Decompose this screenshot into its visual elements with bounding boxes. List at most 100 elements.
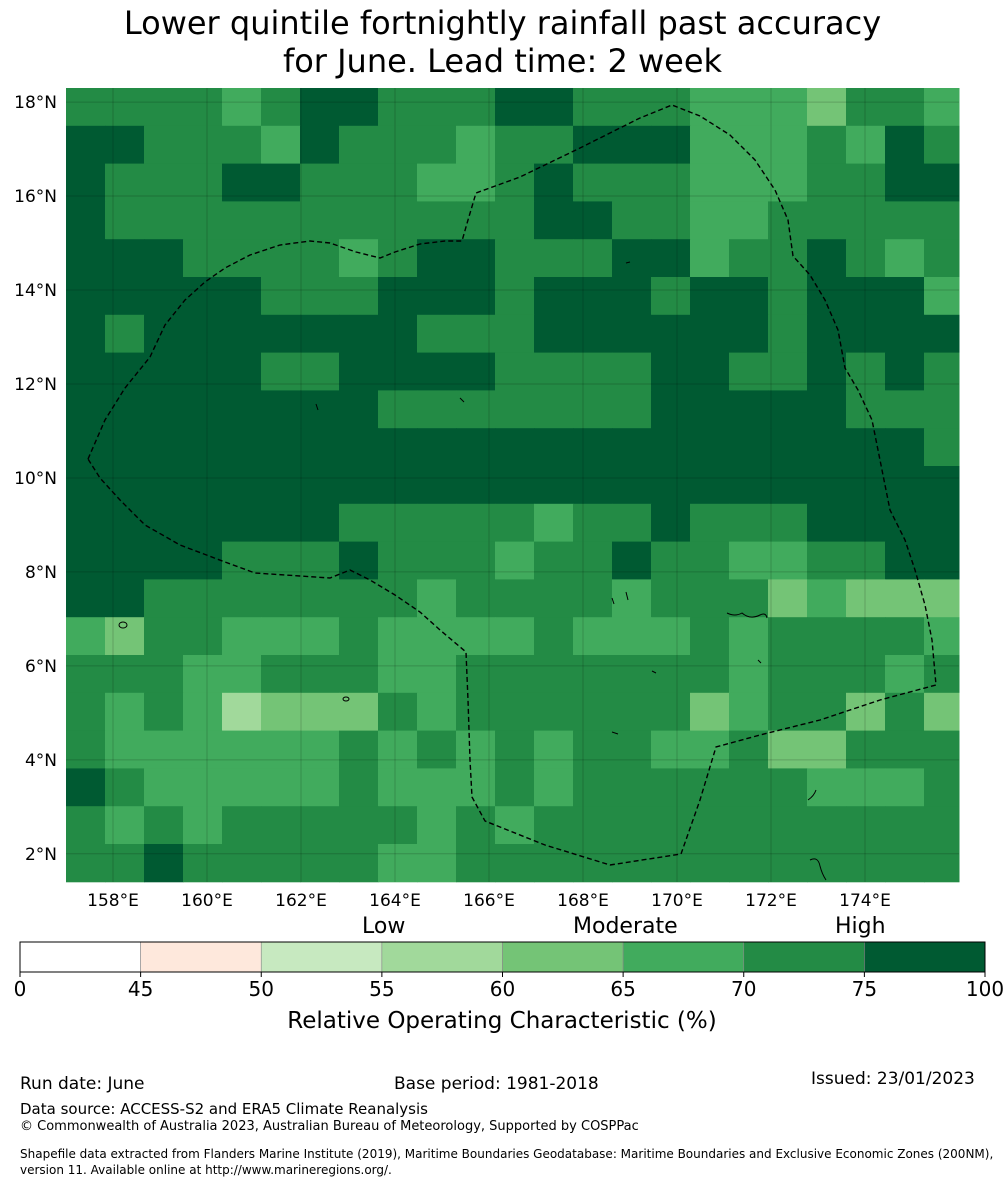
- heatmap-cell: [768, 655, 808, 694]
- heatmap-cell: [885, 579, 925, 618]
- heatmap-cell: [105, 125, 145, 165]
- heatmap-cell: [807, 125, 847, 165]
- heatmap-cell: [729, 579, 769, 618]
- heatmap-cell: [768, 579, 808, 618]
- heatmap-cell: [339, 314, 379, 354]
- heatmap-cell: [378, 503, 418, 543]
- heatmap-cell: [885, 163, 925, 202]
- island-outline: [625, 261, 631, 264]
- heatmap-cell: [690, 806, 730, 845]
- heatmap-cell: [924, 579, 960, 618]
- heatmap-cell: [66, 163, 106, 202]
- eez-boundary-line: [87, 104, 937, 866]
- island-outline: [807, 789, 817, 801]
- heatmap-cell: [300, 806, 340, 845]
- colorbar-swatch: [381, 941, 503, 973]
- heatmap-cell: [846, 579, 886, 618]
- heatmap-cell: [768, 768, 808, 807]
- heatmap-cell: [183, 617, 223, 656]
- heatmap-cell: [495, 201, 535, 240]
- heatmap-cell: [222, 768, 262, 807]
- heatmap-cell: [456, 692, 496, 732]
- heatmap-cell: [105, 579, 145, 618]
- heatmap-cell: [651, 88, 691, 127]
- heatmap-cell: [846, 806, 886, 845]
- issued-date: Issued: 23/01/2023: [811, 1069, 975, 1089]
- latitude-tick-label: 16°N: [14, 187, 57, 207]
- heatmap-cell: [924, 692, 960, 732]
- heatmap-cell: [105, 503, 145, 543]
- heatmap-cell: [144, 466, 184, 505]
- heatmap-cell: [924, 239, 960, 278]
- heatmap-cell: [885, 655, 925, 694]
- heatmap-cell: [417, 88, 457, 127]
- heatmap-cell: [66, 541, 106, 580]
- heatmap-cell: [300, 314, 340, 354]
- heatmap-cell: [885, 125, 925, 165]
- heatmap-cell: [924, 730, 960, 769]
- heatmap-cell: [807, 806, 847, 845]
- heatmap-cell: [651, 806, 691, 845]
- heatmap-cell: [807, 617, 847, 656]
- island-outline: [315, 397, 465, 411]
- colorbar-tick-label: 50: [249, 977, 274, 1001]
- heatmap-cell: [846, 428, 886, 467]
- heatmap-cell: [612, 88, 652, 127]
- heatmap-cell: [417, 617, 457, 656]
- heatmap-cell: [417, 503, 457, 543]
- heatmap-cell: [378, 352, 418, 391]
- map-gridlines: [66, 88, 959, 882]
- heatmap-cell: [105, 277, 145, 316]
- heatmap-cell: [651, 655, 691, 694]
- colorbar-swatch: [260, 941, 383, 973]
- heatmap-cell: [534, 314, 574, 354]
- heatmap-cell: [378, 88, 418, 127]
- heatmap-cell: [768, 277, 808, 316]
- heatmap-cell: [690, 201, 730, 240]
- heatmap-cell: [456, 352, 496, 391]
- heatmap-cell: [651, 466, 691, 505]
- heatmap-cell: [261, 125, 301, 165]
- longitude-tick-label: 174°E: [839, 891, 891, 911]
- heatmap-cell: [261, 314, 301, 354]
- heatmap-cell: [66, 844, 106, 883]
- heatmap-cell: [300, 579, 340, 618]
- heatmap-cell: [417, 163, 457, 202]
- heatmap-cell: [144, 503, 184, 543]
- island-outline: [611, 731, 619, 735]
- heatmap-cell: [105, 730, 145, 769]
- heatmap-cell: [690, 503, 730, 543]
- heatmap-cell: [417, 806, 457, 845]
- heatmap-cell: [105, 390, 145, 429]
- heatmap-cell: [66, 390, 106, 429]
- heatmap-cell: [417, 239, 457, 278]
- heatmap-cell: [729, 768, 769, 807]
- heatmap-cell: [846, 466, 886, 505]
- heatmap-cell: [222, 352, 262, 391]
- heatmap-cell: [846, 88, 886, 127]
- heatmap-cell: [222, 163, 262, 202]
- heatmap-cell: [105, 428, 145, 467]
- heatmap-cell: [807, 579, 847, 618]
- heatmap-cell: [144, 125, 184, 165]
- heatmap-cell: [105, 541, 145, 580]
- heatmap-cell: [105, 768, 145, 807]
- heatmap-cell: [456, 806, 496, 845]
- heatmap-cell: [651, 768, 691, 807]
- heatmap-cell: [378, 428, 418, 467]
- heatmap-cell: [378, 806, 418, 845]
- heatmap-cell: [222, 466, 262, 505]
- heatmap-cell: [378, 579, 418, 618]
- heatmap-cell: [924, 768, 960, 807]
- heatmap-cell: [222, 844, 262, 883]
- heatmap-cell: [534, 844, 574, 883]
- heatmap-cell: [300, 692, 340, 732]
- heatmap-cell: [456, 466, 496, 505]
- heatmap-cell: [378, 541, 418, 580]
- heatmap-cell: [300, 125, 340, 165]
- heatmap-cell: [651, 844, 691, 883]
- heatmap-cell: [768, 806, 808, 845]
- heatmap-cell: [105, 201, 145, 240]
- heatmap-cell: [339, 806, 379, 845]
- heatmap-cell: [846, 201, 886, 240]
